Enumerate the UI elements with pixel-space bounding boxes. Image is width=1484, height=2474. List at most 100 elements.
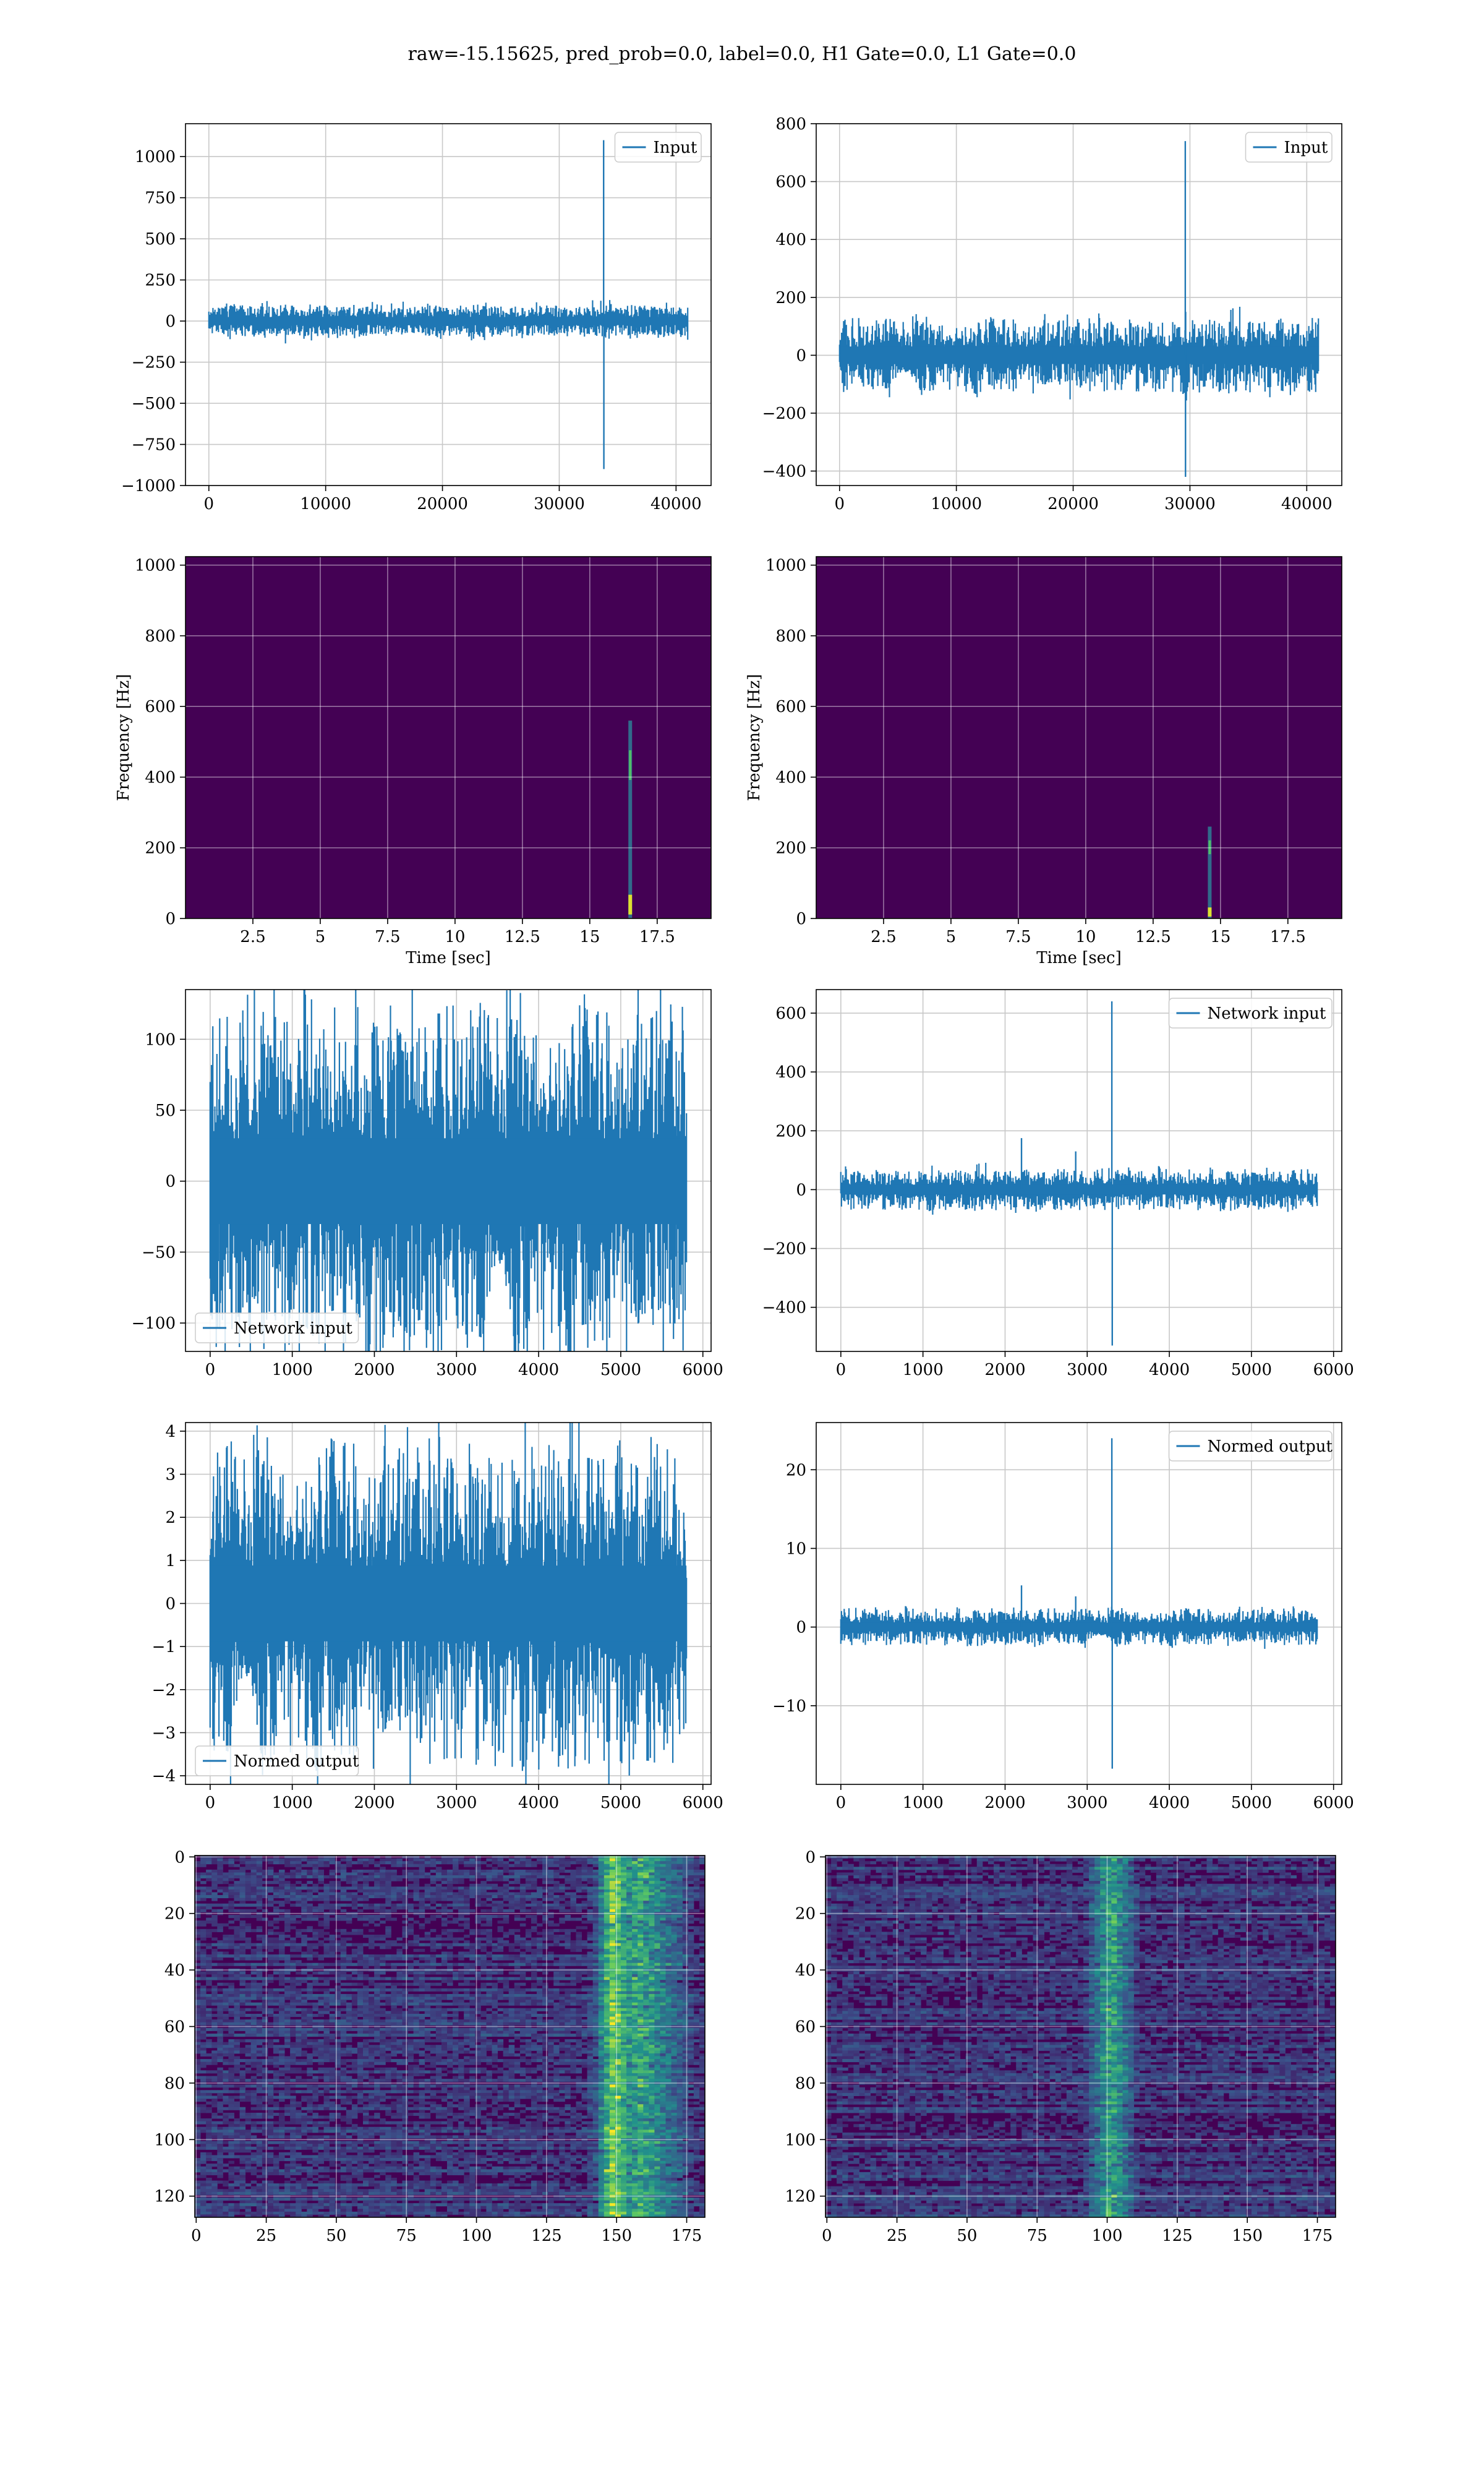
heatmap-cell bbox=[200, 1886, 207, 1890]
heatmap-cell bbox=[441, 1875, 448, 1879]
heatmap-cell bbox=[351, 1878, 358, 1881]
heatmap-cell bbox=[632, 1928, 638, 1932]
heatmap-cell bbox=[307, 2039, 313, 2043]
heatmap-cell bbox=[486, 1977, 492, 1980]
heatmap-cell bbox=[537, 1997, 543, 2000]
heatmap-cell bbox=[464, 2031, 470, 2034]
heatmap-cell bbox=[643, 1861, 649, 1865]
heatmap-cell bbox=[391, 1954, 397, 1958]
heatmap-cell bbox=[301, 1906, 307, 1910]
heatmap-cell bbox=[682, 2011, 689, 2014]
heatmap-cell bbox=[211, 2013, 218, 2018]
heatmap-cell bbox=[323, 1971, 330, 1975]
heatmap-cell bbox=[654, 1901, 660, 1904]
heatmap-cell bbox=[638, 1968, 644, 1972]
heatmap-cell bbox=[369, 1914, 375, 1919]
heatmap-cell bbox=[402, 2031, 409, 2034]
heatmap-cell bbox=[385, 1993, 391, 1998]
heatmap-cell bbox=[643, 1903, 649, 1907]
heatmap-cell bbox=[250, 1971, 257, 1975]
heatmap-cell bbox=[486, 1892, 492, 1896]
heatmap-cell bbox=[391, 1957, 397, 1961]
heatmap-cell bbox=[200, 1923, 207, 1927]
heatmap-cell bbox=[413, 1982, 420, 1986]
heatmap-cell bbox=[598, 1906, 605, 1910]
heatmap-cell bbox=[693, 1977, 700, 1980]
heatmap-cell bbox=[262, 1937, 268, 1941]
heatmap-cell bbox=[250, 2022, 257, 2026]
heatmap-cell bbox=[284, 1997, 291, 2000]
heatmap-cell bbox=[688, 1932, 694, 1935]
heatmap-cell bbox=[688, 1906, 694, 1910]
heatmap-cell bbox=[380, 2008, 386, 2011]
heatmap-cell bbox=[514, 1892, 521, 1896]
heatmap-cell bbox=[514, 1872, 521, 1876]
heatmap-cell bbox=[245, 1982, 252, 1986]
heatmap-cell bbox=[632, 1892, 638, 1896]
heatmap-cell bbox=[559, 1903, 565, 1907]
heatmap-cell bbox=[531, 2031, 537, 2034]
heatmap-cell bbox=[211, 1878, 218, 1881]
heatmap-cell bbox=[559, 2011, 565, 2014]
heatmap-cell bbox=[638, 2013, 644, 2018]
heatmap-cell bbox=[211, 1869, 218, 1873]
heatmap-cell bbox=[492, 1883, 498, 1887]
heatmap-cell bbox=[374, 1993, 380, 1998]
heatmap-cell bbox=[346, 1864, 352, 1867]
heatmap-cell bbox=[458, 1988, 464, 1992]
heatmap-cell bbox=[603, 2039, 610, 2043]
heatmap-cell bbox=[660, 1906, 667, 1910]
heatmap-cell bbox=[581, 1889, 588, 1893]
heatmap-cell bbox=[503, 1878, 510, 1881]
heatmap-cell bbox=[430, 1914, 437, 1919]
heatmap-cell bbox=[682, 2005, 689, 2009]
heatmap-cell bbox=[200, 2002, 207, 2006]
heatmap-cell bbox=[323, 1980, 330, 1984]
heatmap-cell bbox=[492, 1971, 498, 1975]
heatmap-cell bbox=[195, 1886, 201, 1890]
heatmap-cell bbox=[453, 1928, 459, 1932]
heatmap-cell bbox=[486, 2039, 492, 2043]
heatmap-cell bbox=[592, 1881, 599, 1885]
heatmap-cell bbox=[615, 1971, 621, 1975]
heatmap-cell bbox=[296, 1928, 302, 1932]
heatmap-cell bbox=[301, 2016, 307, 2020]
heatmap-cell bbox=[228, 1943, 234, 1946]
heatmap-cell bbox=[362, 1977, 369, 1980]
heatmap-cell bbox=[480, 1892, 487, 1896]
heatmap-cell bbox=[435, 1903, 442, 1907]
heatmap-cell bbox=[217, 1997, 223, 2000]
heatmap-cell bbox=[682, 1985, 689, 1989]
heatmap-cell bbox=[424, 2027, 431, 2031]
heatmap-cell bbox=[206, 2022, 212, 2026]
heatmap-cell bbox=[396, 1864, 403, 1867]
heatmap-cell bbox=[531, 1966, 537, 1969]
heatmap-cell bbox=[632, 1881, 638, 1885]
heatmap-cell bbox=[660, 1948, 667, 1952]
heatmap-cell bbox=[638, 1892, 644, 1896]
heatmap-cell bbox=[453, 2025, 459, 2029]
heatmap-cell bbox=[643, 1932, 649, 1935]
heatmap-cell bbox=[626, 1914, 633, 1919]
heatmap-cell bbox=[676, 2013, 683, 2018]
heatmap-cell bbox=[307, 1966, 313, 1969]
heatmap-cell bbox=[654, 1923, 660, 1927]
heatmap-cell bbox=[296, 1903, 302, 1907]
heatmap-cell bbox=[621, 1946, 627, 1950]
heatmap-cell bbox=[402, 1861, 409, 1865]
heatmap-cell bbox=[211, 2027, 218, 2031]
heatmap-cell bbox=[587, 1892, 594, 1896]
heatmap-cell bbox=[234, 1858, 241, 1862]
heatmap-cell bbox=[548, 1923, 554, 1927]
heatmap-cell bbox=[217, 1977, 223, 1980]
heatmap-cell bbox=[200, 2036, 207, 2040]
heatmap-cell bbox=[362, 2025, 369, 2029]
heatmap-cell bbox=[643, 1917, 649, 1921]
heatmap-cell bbox=[676, 1883, 683, 1887]
heatmap-cell bbox=[643, 1926, 649, 1930]
heatmap-cell bbox=[430, 1997, 437, 2000]
heatmap-cell bbox=[671, 1946, 678, 1950]
heatmap-cell bbox=[340, 1864, 347, 1867]
heatmap-cell bbox=[632, 1858, 638, 1862]
